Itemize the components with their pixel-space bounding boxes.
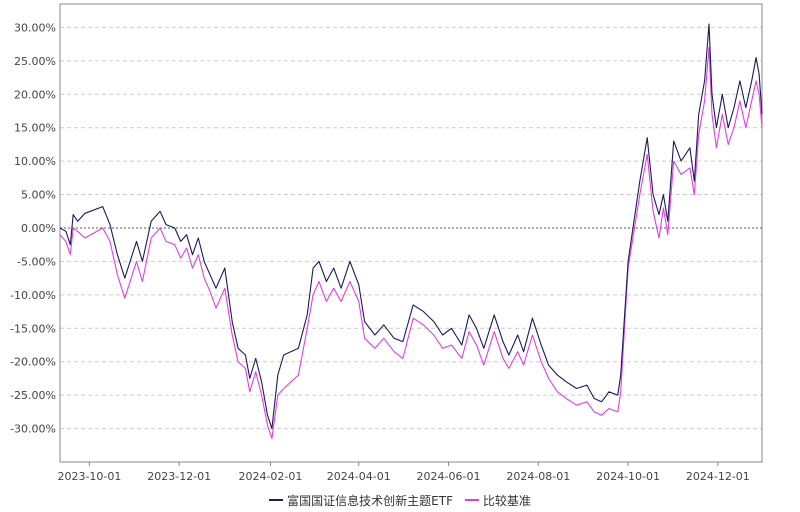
legend-swatch-fund — [269, 499, 284, 501]
tick-labels: 30.00% 25.00% 20.00% 15.00% 10.00% 5.00% 0.00%… — [10, 21, 750, 483]
plot-frame — [59, 3, 763, 463]
axes — [59, 3, 763, 466]
legend-label-benchmark: 比较基准 — [482, 493, 531, 508]
x-tick-label: 2024-10-01 — [596, 470, 660, 483]
legend-item-fund: 富国国证信息技术创新主题ETF — [269, 492, 453, 509]
series-line-benchmark — [59, 46, 763, 440]
x-tick-label: 2023-12-01 — [147, 470, 211, 483]
y-tick-label: 15.00% — [14, 122, 56, 135]
x-tick-label: 2024-02-01 — [238, 470, 302, 483]
y-tick-label: -10.00% — [10, 289, 56, 302]
y-tick-label: 10.00% — [14, 155, 56, 168]
x-tick-label: 2024-08-01 — [506, 470, 570, 483]
y-tick-label: 25.00% — [14, 55, 56, 68]
legend-label-fund: 富国国证信息技术创新主题ETF — [287, 493, 453, 508]
y-tick-label: -5.00% — [17, 255, 56, 268]
legend-swatch-benchmark — [464, 499, 479, 501]
y-tick-label: 20.00% — [14, 88, 56, 101]
series-lines — [59, 23, 763, 440]
y-tick-label: 5.00% — [21, 189, 56, 202]
y-tick-label: -15.00% — [10, 322, 56, 335]
series-line-fund — [59, 23, 763, 430]
y-tick-label: 0.00% — [21, 222, 56, 235]
x-tick-label: 2024-06-01 — [417, 470, 481, 483]
x-tick-label: 2023-10-01 — [57, 470, 121, 483]
y-tick-label: -25.00% — [10, 389, 56, 402]
y-tick-label: -20.00% — [10, 356, 56, 369]
y-tick-label: -30.00% — [10, 423, 56, 436]
x-tick-label: 2024-04-01 — [327, 470, 391, 483]
y-tick-label: 30.00% — [14, 21, 56, 34]
legend: 富国国证信息技术创新主题ETF 比较基准 — [0, 490, 800, 509]
legend-item-benchmark: 比较基准 — [464, 492, 531, 509]
x-tick-label: 2024-12-01 — [686, 470, 750, 483]
